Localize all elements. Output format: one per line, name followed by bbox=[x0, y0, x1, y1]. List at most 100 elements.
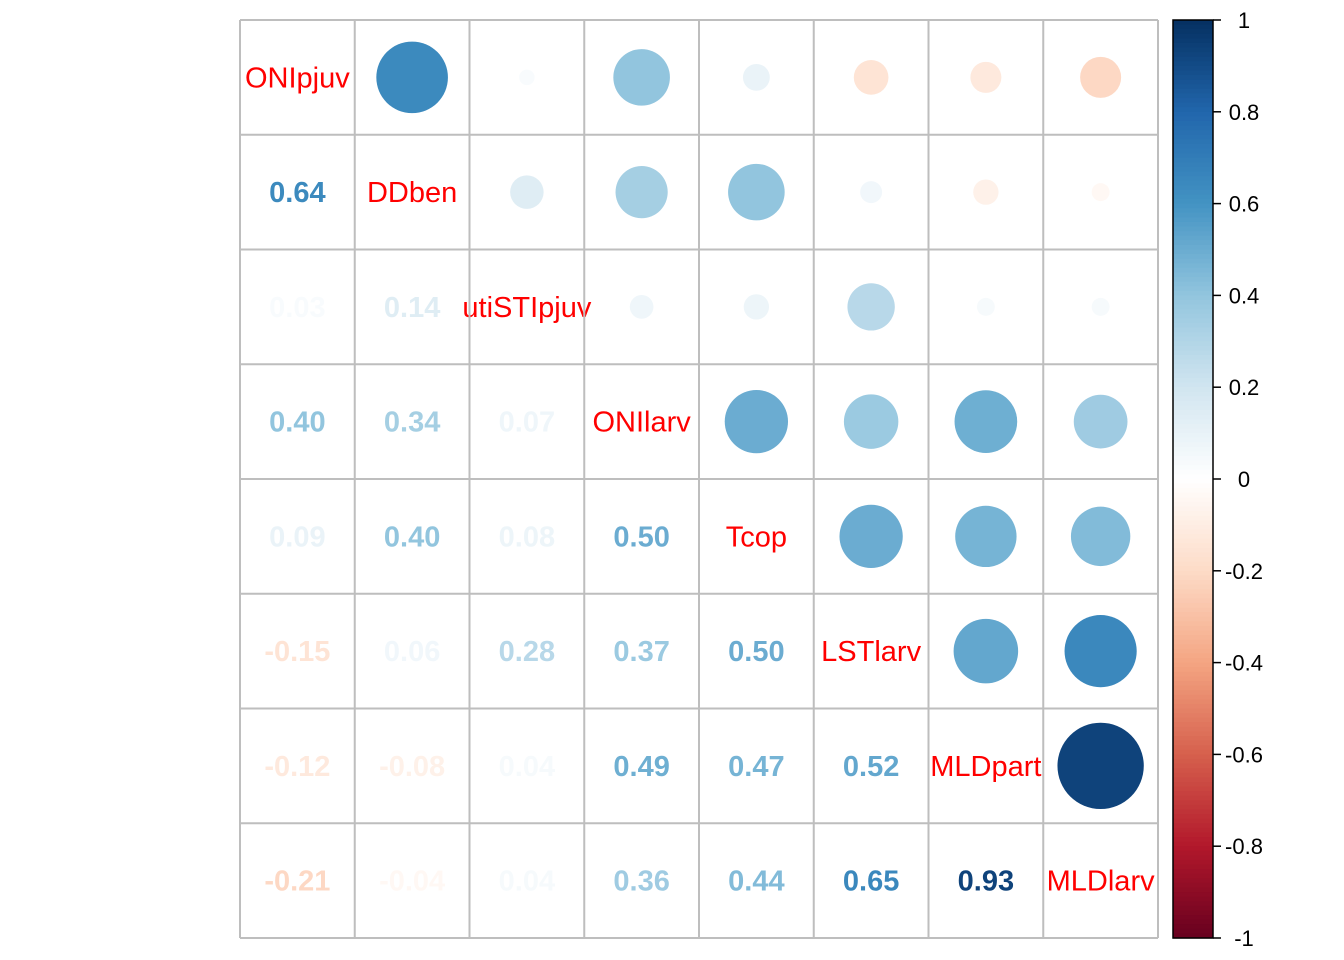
colorbar-segment bbox=[1173, 832, 1213, 838]
colorbar-segment bbox=[1173, 869, 1213, 875]
colorbar-tick-label: 0.6 bbox=[1229, 192, 1260, 217]
colorbar-segment bbox=[1173, 846, 1213, 852]
colorbar-segment bbox=[1173, 690, 1213, 696]
corr-value-mldlarv-onipjuv: -0.21 bbox=[264, 866, 330, 898]
colorbar-segment bbox=[1173, 65, 1213, 72]
corr-circle-mldpart-mldlarv bbox=[1057, 722, 1144, 810]
colorbar-segment bbox=[1173, 423, 1213, 430]
colorbar-segment bbox=[1173, 823, 1213, 829]
corr-circle-utistipjuv-onilarv bbox=[629, 295, 654, 319]
colorbar-segment bbox=[1173, 671, 1213, 677]
colorbar-segment bbox=[1173, 382, 1213, 388]
colorbar-segment bbox=[1173, 818, 1213, 824]
colorbar-segment bbox=[1173, 419, 1213, 425]
colorbar-tick-label: 1 bbox=[1238, 8, 1250, 33]
colorbar-segment bbox=[1173, 644, 1213, 650]
colorbar-segment bbox=[1173, 479, 1213, 485]
corr-circle-utistipjuv-tcop bbox=[743, 294, 770, 320]
colorbar-segment bbox=[1173, 52, 1213, 58]
colorbar-segment bbox=[1173, 258, 1213, 264]
colorbar-segment bbox=[1173, 281, 1213, 287]
colorbar-segment bbox=[1173, 93, 1213, 99]
colorbar-segment bbox=[1173, 20, 1213, 26]
corr-circle-tcop-lstlarv bbox=[839, 504, 903, 569]
colorbar-segment bbox=[1173, 529, 1213, 535]
colorbar-segment bbox=[1173, 658, 1213, 664]
colorbar-segment bbox=[1173, 125, 1213, 131]
colorbar-segment bbox=[1173, 547, 1213, 554]
corr-circle-onipjuv-lstlarv bbox=[853, 60, 889, 95]
colorbar-segment bbox=[1173, 593, 1213, 599]
corr-circle-onipjuv-mldlarv bbox=[1080, 56, 1122, 98]
colorbar-segment bbox=[1173, 437, 1213, 443]
colorbar-segment bbox=[1173, 295, 1213, 301]
colorbar-segment bbox=[1173, 896, 1213, 902]
corr-circle-onilarv-mldpart bbox=[954, 390, 1018, 453]
colorbar-segment bbox=[1173, 745, 1213, 751]
colorbar-segment bbox=[1173, 345, 1213, 352]
colorbar-segment bbox=[1173, 667, 1213, 673]
colorbar-segment bbox=[1173, 391, 1213, 397]
colorbar-segment bbox=[1173, 754, 1213, 760]
corr-circle-onipjuv-ddben bbox=[376, 41, 448, 114]
matrix-cells: ONIpjuv 0.64 DDben 0.03 0.14 utiSTIpjuv 0.40 0.… bbox=[245, 41, 1155, 898]
colorbar-segment bbox=[1173, 859, 1213, 866]
colorbar-segment bbox=[1173, 88, 1213, 95]
colorbar-segment bbox=[1173, 928, 1213, 935]
colorbar-segment bbox=[1173, 98, 1213, 104]
corr-circle-lstlarv-mldlarv bbox=[1064, 615, 1137, 688]
colorbar-segment bbox=[1173, 561, 1213, 567]
colorbar-segment bbox=[1173, 575, 1213, 581]
corr-circle-ddben-onilarv bbox=[615, 166, 668, 219]
colorbar-segment bbox=[1173, 410, 1213, 416]
colorbar-tick-label: -0.2 bbox=[1225, 559, 1263, 584]
colorbar-segment bbox=[1173, 180, 1213, 186]
colorbar-segment bbox=[1173, 277, 1213, 283]
colorbar-tick-label: -0.6 bbox=[1225, 742, 1263, 767]
colorbar-segment bbox=[1173, 570, 1213, 576]
colorbar-segment bbox=[1173, 299, 1213, 306]
corr-value-mldpart-onilarv: 0.49 bbox=[613, 751, 669, 783]
colorbar-segment bbox=[1173, 290, 1213, 296]
colorbar-segment bbox=[1173, 699, 1213, 705]
colorbar-segment bbox=[1173, 139, 1213, 145]
corr-circle-ddben-mldlarv bbox=[1091, 183, 1110, 202]
colorbar-segment bbox=[1173, 433, 1213, 439]
colorbar-segment bbox=[1173, 864, 1213, 870]
diagonal-label-mldpart: MLDpart bbox=[930, 751, 1041, 783]
colorbar-segment bbox=[1173, 708, 1213, 714]
colorbar-segment bbox=[1173, 263, 1213, 269]
corr-value-onilarv-ddben: 0.34 bbox=[384, 407, 440, 439]
colorbar-segment bbox=[1173, 254, 1213, 260]
colorbar-segment bbox=[1173, 492, 1213, 498]
colorbar-segment bbox=[1173, 143, 1213, 150]
colorbar-segment bbox=[1173, 602, 1213, 609]
colorbar-segment bbox=[1173, 763, 1213, 769]
colorbar-segment bbox=[1173, 116, 1213, 122]
colorbar-segment bbox=[1173, 304, 1213, 310]
colorbar-segment bbox=[1173, 47, 1213, 53]
colorbar-segment bbox=[1173, 235, 1213, 241]
colorbar-segment bbox=[1173, 359, 1213, 365]
colorbar-segment bbox=[1173, 203, 1213, 209]
colorbar-segment bbox=[1173, 653, 1213, 659]
colorbar-segment bbox=[1173, 194, 1213, 200]
colorbar-segment bbox=[1173, 111, 1213, 117]
colorbar: 1 0.8 0.6 0.4 0.2 0 -0.2 -0.4 -0.6 -0.8 -1 bbox=[1172, 8, 1263, 951]
colorbar-segment bbox=[1173, 501, 1213, 508]
colorbar-segment bbox=[1173, 134, 1213, 140]
colorbar-segment bbox=[1173, 635, 1213, 641]
colorbar-segment bbox=[1173, 703, 1213, 710]
colorbar-segment bbox=[1173, 740, 1213, 746]
diagonal-label-lstlarv: LSTlarv bbox=[821, 636, 921, 668]
corr-value-ddben-onipjuv: 0.64 bbox=[269, 177, 325, 209]
colorbar-segment bbox=[1173, 368, 1213, 375]
corr-value-mldlarv-onilarv: 0.36 bbox=[613, 866, 669, 898]
corr-value-mldlarv-ddben: -0.04 bbox=[379, 866, 445, 898]
corr-value-lstlarv-onipjuv: -0.15 bbox=[264, 636, 330, 668]
colorbar-segment bbox=[1173, 33, 1213, 39]
colorbar-segment bbox=[1173, 130, 1213, 136]
colorbar-segment bbox=[1173, 212, 1213, 218]
corr-value-lstlarv-utistipjuv: 0.28 bbox=[499, 636, 555, 668]
